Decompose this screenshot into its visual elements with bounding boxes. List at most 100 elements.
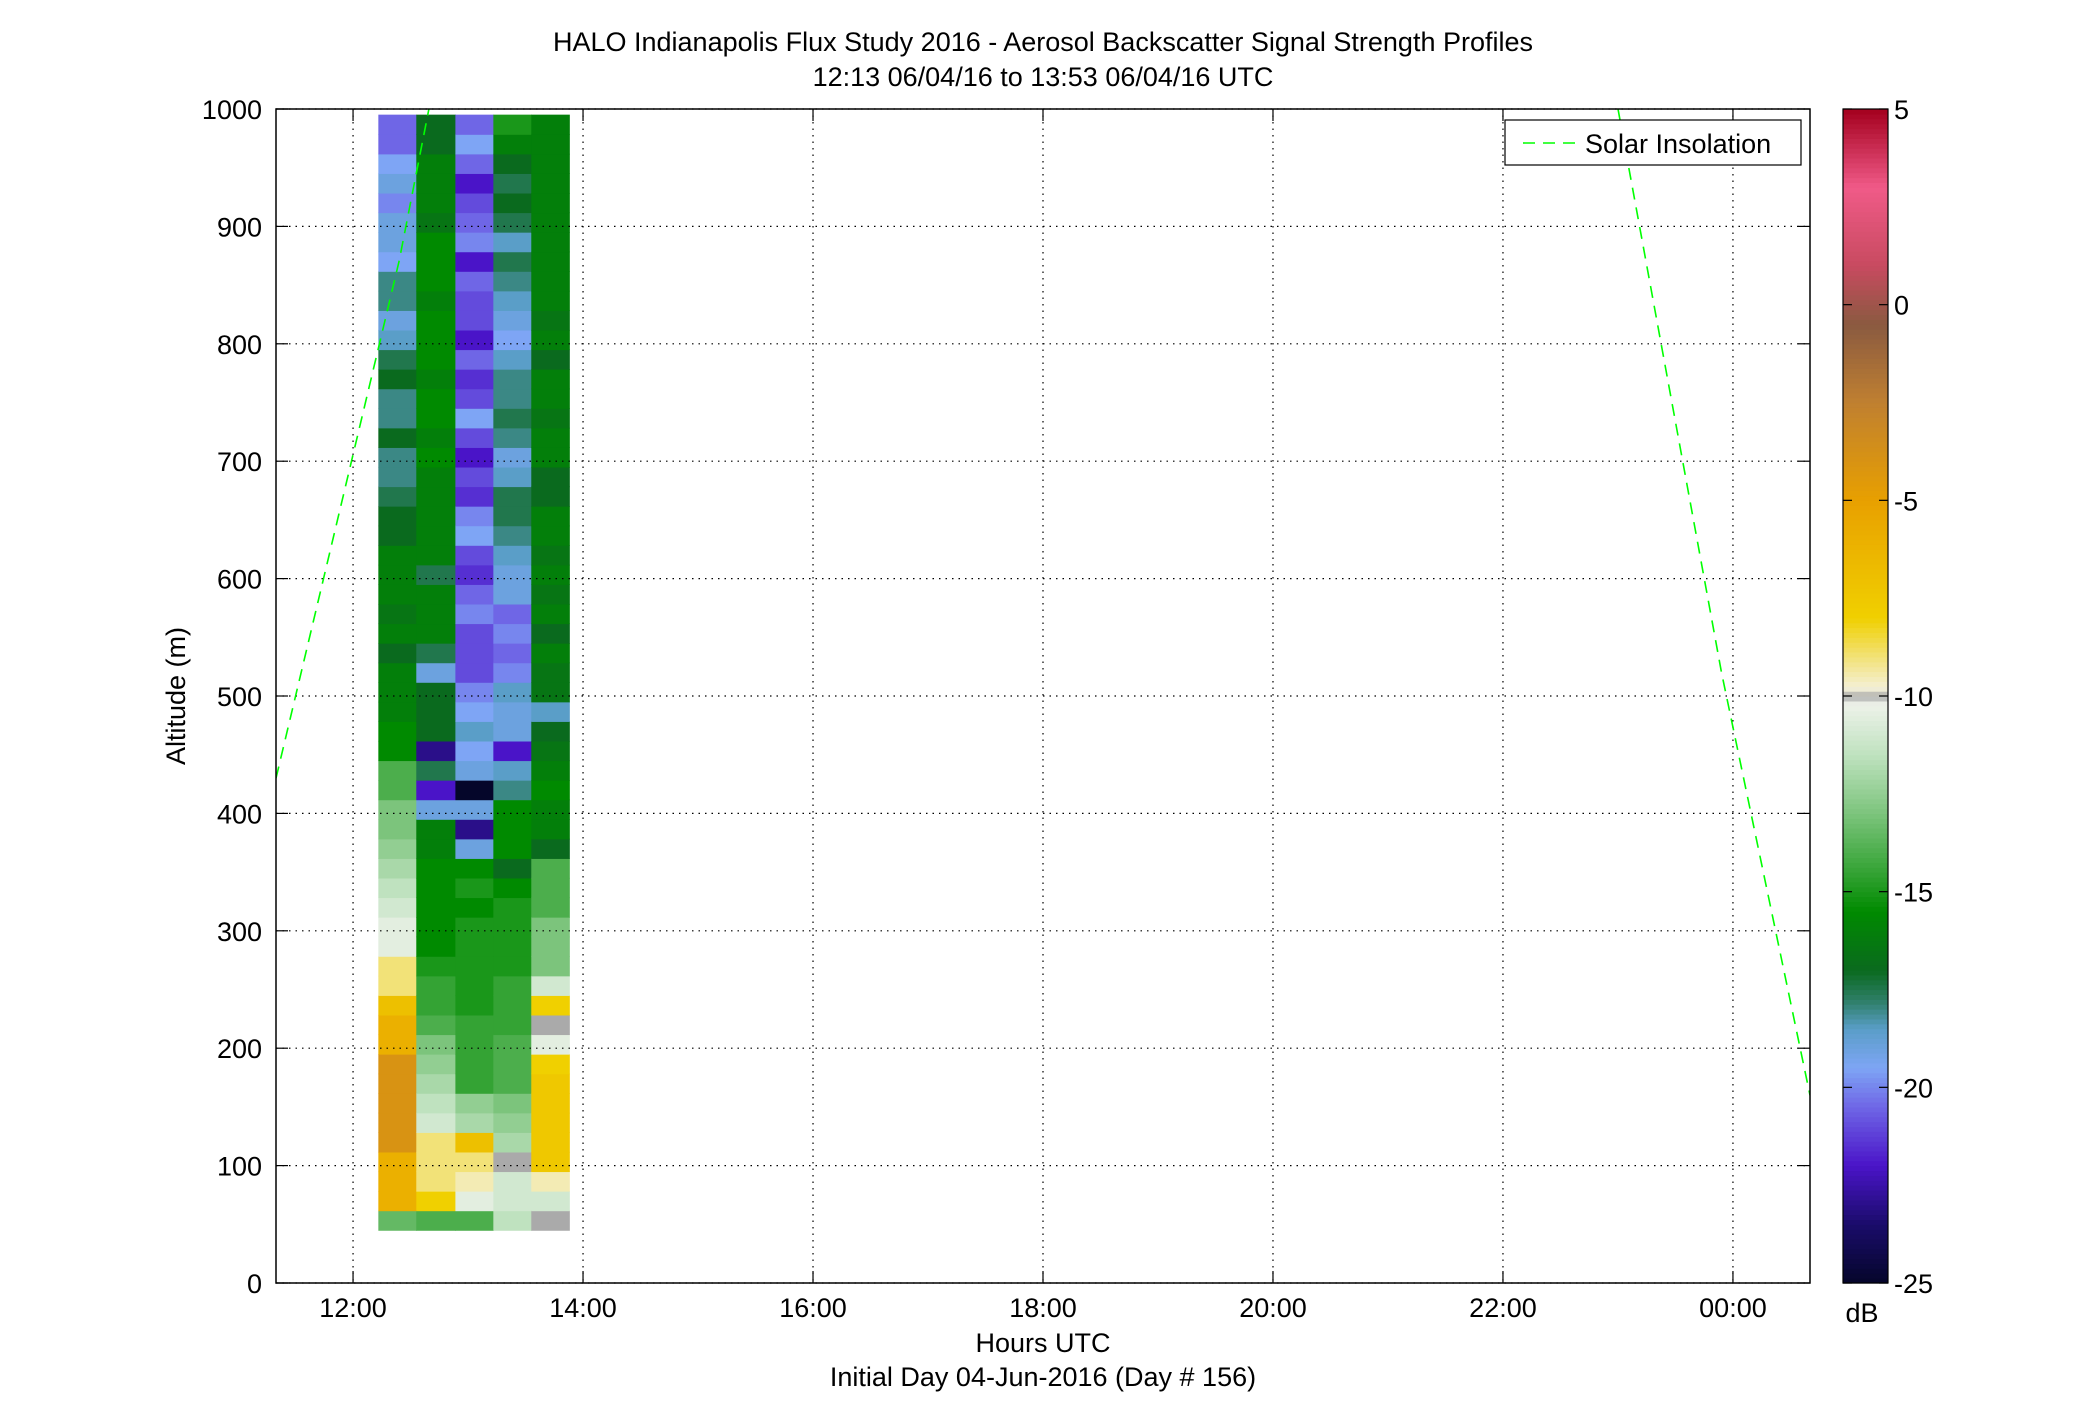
heatmap-cell bbox=[455, 388, 494, 409]
heatmap-cell bbox=[531, 838, 570, 859]
heatmap-cell bbox=[416, 1210, 456, 1231]
heatmap-cell bbox=[378, 877, 417, 899]
colorbar-band bbox=[1843, 162, 1888, 169]
colorbar-band bbox=[1843, 1224, 1888, 1230]
colorbar-band bbox=[1843, 1072, 1888, 1079]
colorbar: 5 0 -5 -10 -15 -20 -25 dB bbox=[1842, 95, 1933, 1328]
colorbar-band bbox=[1843, 642, 1888, 648]
y-tick-label: 500 bbox=[217, 682, 262, 712]
y-tick-label: 0 bbox=[247, 1269, 262, 1299]
x-tick-label: 14:00 bbox=[549, 1293, 617, 1323]
solar-insolation-series bbox=[276, 109, 1810, 1096]
heatmap-cell bbox=[416, 877, 456, 899]
colorbar-band bbox=[1843, 470, 1888, 477]
heatmap-cell bbox=[416, 232, 456, 253]
colorbar-band bbox=[1843, 671, 1888, 678]
heatmap-cell bbox=[378, 1132, 417, 1153]
heatmap-cell bbox=[416, 466, 456, 488]
colorbar-band bbox=[1843, 857, 1888, 863]
colorbar-band bbox=[1843, 989, 1888, 995]
heatmap-cell bbox=[531, 701, 570, 722]
colorbar-band bbox=[1843, 368, 1888, 374]
heatmap-cell bbox=[531, 447, 570, 468]
colorbar-band bbox=[1843, 1180, 1888, 1186]
heatmap-cell bbox=[378, 780, 417, 801]
heatmap-cell bbox=[378, 388, 417, 409]
colorbar-band bbox=[1843, 539, 1888, 545]
colorbar-band bbox=[1843, 578, 1888, 585]
colorbar-band bbox=[1843, 842, 1888, 849]
colorbar-band bbox=[1843, 245, 1888, 252]
heatmap-cell bbox=[378, 290, 417, 311]
heatmap-cell bbox=[416, 936, 456, 957]
heatmap-cell bbox=[455, 643, 494, 664]
heatmap-cell bbox=[493, 349, 532, 370]
heatmap-cell bbox=[493, 603, 532, 625]
colorbar-band bbox=[1843, 289, 1888, 296]
colorbar-band bbox=[1843, 500, 1888, 506]
y-axis-label: Altitude (m) bbox=[161, 627, 191, 765]
heatmap-cell bbox=[493, 192, 532, 214]
heatmap-cell bbox=[455, 740, 494, 762]
colorbar-band bbox=[1843, 324, 1888, 330]
heatmap-cell bbox=[416, 388, 456, 409]
heatmap-cell bbox=[531, 897, 570, 918]
colorbar-band bbox=[1843, 1092, 1888, 1098]
colorbar-band bbox=[1843, 285, 1888, 291]
colorbar-band bbox=[1843, 343, 1888, 350]
colorbar-band bbox=[1843, 632, 1888, 638]
colorbar-band bbox=[1843, 1062, 1888, 1069]
heatmap-cell bbox=[378, 1054, 417, 1075]
heatmap-cell bbox=[378, 917, 417, 938]
colorbar-band bbox=[1843, 1155, 1888, 1162]
heatmap-cell bbox=[378, 408, 417, 429]
colorbar-band bbox=[1843, 691, 1888, 697]
colorbar-band bbox=[1843, 774, 1888, 780]
colorbar-band bbox=[1843, 872, 1888, 878]
colorbar-band bbox=[1843, 823, 1888, 829]
colorbar-band bbox=[1843, 461, 1888, 467]
heatmap-cell bbox=[416, 662, 456, 683]
colorbar-band bbox=[1843, 793, 1888, 800]
colorbar-band bbox=[1843, 1190, 1888, 1196]
colorbar-band bbox=[1843, 182, 1888, 188]
heatmap-cell bbox=[531, 506, 570, 527]
colorbar-band bbox=[1843, 167, 1888, 174]
heatmap-cell bbox=[455, 1034, 494, 1055]
heatmap-cell bbox=[493, 486, 532, 507]
colorbar-band bbox=[1843, 999, 1888, 1005]
heatmap-cell bbox=[493, 995, 532, 1016]
colorbar-band bbox=[1843, 1102, 1888, 1108]
colorbar-band bbox=[1843, 740, 1888, 746]
heatmap-cell bbox=[531, 819, 570, 840]
colorbar-band bbox=[1843, 554, 1888, 560]
heatmap-cell bbox=[493, 251, 532, 272]
heatmap-cell bbox=[531, 486, 570, 507]
heatmap-cell bbox=[416, 917, 456, 938]
heatmap-cell bbox=[455, 995, 494, 1016]
heatmap-cell bbox=[455, 271, 494, 292]
colorbar-band bbox=[1843, 945, 1888, 951]
heatmap-cell bbox=[531, 1054, 570, 1075]
colorbar-band bbox=[1843, 921, 1888, 927]
heatmap-cell bbox=[416, 447, 456, 468]
colorbar-band bbox=[1843, 417, 1888, 423]
colorbar-band bbox=[1843, 1082, 1888, 1088]
heatmap-cell bbox=[416, 643, 456, 664]
heatmap-cell bbox=[455, 584, 494, 605]
heatmap-cell bbox=[531, 603, 570, 625]
heatmap-cell bbox=[416, 192, 456, 214]
colorbar-band bbox=[1843, 138, 1888, 144]
colorbar-band bbox=[1843, 270, 1888, 276]
heatmap-cell bbox=[455, 858, 494, 879]
colorbar-band bbox=[1843, 1146, 1888, 1152]
heatmap-cell bbox=[531, 232, 570, 253]
heatmap-cell bbox=[493, 936, 532, 957]
heatmap-cell bbox=[378, 1191, 417, 1212]
heatmap-cell bbox=[455, 956, 494, 977]
heatmap-cell bbox=[493, 1014, 532, 1036]
heatmap-cell bbox=[455, 466, 494, 488]
heatmap-cell bbox=[455, 369, 494, 390]
colorbar-band bbox=[1843, 485, 1888, 492]
colorbar-band bbox=[1843, 647, 1888, 653]
